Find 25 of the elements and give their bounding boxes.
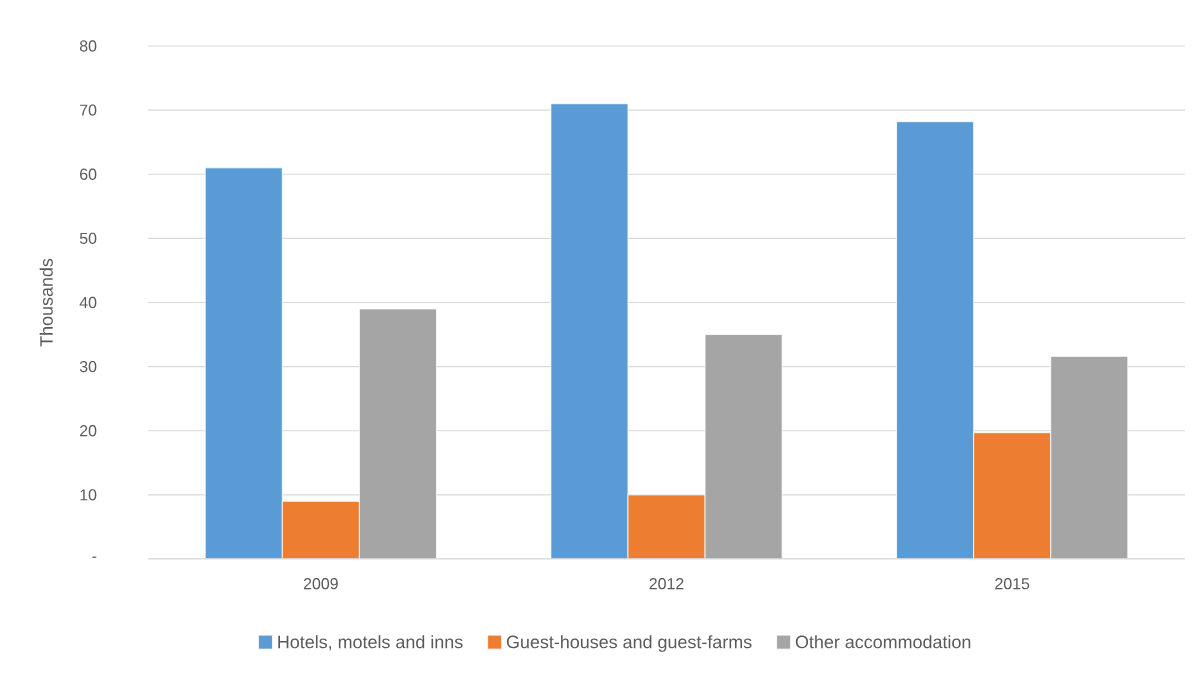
bar [896,121,975,559]
y-tick-label: - [92,556,97,558]
bar [204,167,283,559]
y-tick-label: 10 [80,489,97,501]
bar [281,500,360,559]
legend-label: Hotels, motels and inns [278,635,463,651]
y-tick-label: 30 [79,360,97,373]
y-tick-label: 50 [79,232,97,245]
y-tick-label: 40 [79,296,97,309]
x-tick-label: 2009 [303,578,338,590]
bar [973,432,1052,559]
bar [704,334,783,559]
legend-label: Guest-houses and guest-farms [506,635,752,652]
x-tick-label: 2012 [649,578,684,590]
y-tick-label: 60 [80,168,97,180]
bar [1050,355,1129,559]
y-tick-label: 20 [80,425,97,437]
legend-label: Other accommodation [795,635,971,649]
bar [550,103,629,559]
y-tick-label: 80 [79,40,97,52]
y-tick-label: 70 [80,104,97,116]
x-tick-label: 2015 [995,578,1030,590]
bar [358,308,437,559]
y-axis-title: Thousands [39,258,53,347]
bar [627,494,706,559]
